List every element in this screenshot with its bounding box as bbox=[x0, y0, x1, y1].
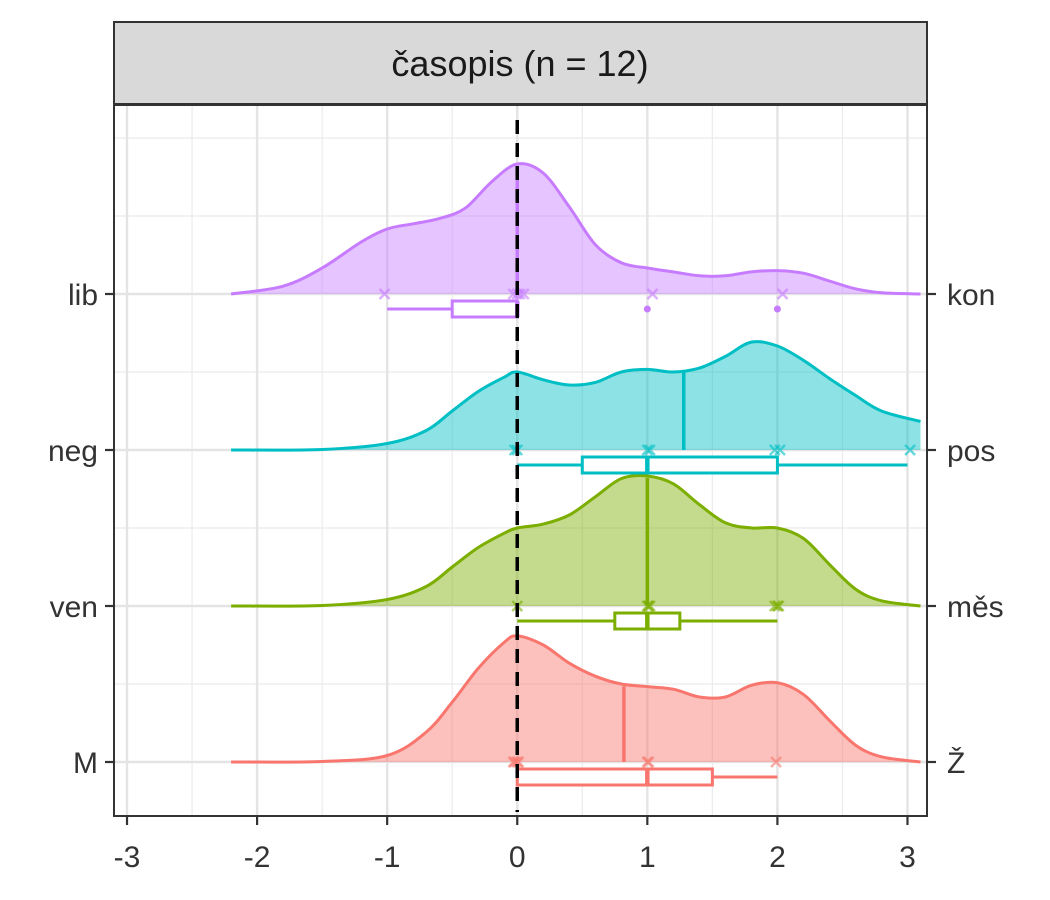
outlier-lib bbox=[773, 305, 781, 313]
density-line-ven bbox=[231, 474, 921, 608]
y-tick-label-right: kon bbox=[947, 279, 995, 312]
y-tick-label-left: lib bbox=[68, 279, 98, 312]
data-point-neg bbox=[641, 444, 654, 456]
plot-background bbox=[114, 105, 927, 816]
y-tick-label-left: ven bbox=[50, 591, 98, 624]
x-tick-label: 0 bbox=[509, 841, 526, 874]
x-tick-label: -3 bbox=[114, 841, 141, 874]
y-tick-label-left: neg bbox=[48, 435, 98, 468]
box-neg bbox=[580, 455, 779, 475]
data-point-ven bbox=[644, 600, 656, 612]
density-area-neg bbox=[231, 341, 921, 451]
series-m bbox=[231, 634, 921, 787]
box-m bbox=[515, 767, 714, 787]
y-tick-label-left: M bbox=[73, 747, 98, 780]
density-area-ven bbox=[231, 475, 921, 607]
data-point-ven bbox=[772, 600, 785, 612]
data-point-lib bbox=[646, 288, 659, 300]
data-point-m bbox=[642, 756, 655, 768]
density-area-lib bbox=[231, 163, 921, 294]
density-line-neg bbox=[231, 340, 921, 452]
box-lib bbox=[450, 299, 519, 319]
series-neg bbox=[231, 340, 921, 475]
data-point-neg bbox=[644, 444, 656, 456]
x-tick-label: 1 bbox=[639, 841, 656, 874]
density-line-m bbox=[231, 634, 921, 764]
density-line-lib bbox=[230, 162, 921, 296]
x-tick-label: 2 bbox=[769, 841, 786, 874]
panel-title: časopis (n = 12) bbox=[391, 43, 648, 84]
data-point-lib bbox=[517, 288, 530, 300]
data-point-m bbox=[770, 756, 782, 768]
outlier-lib bbox=[643, 305, 651, 313]
density-area-m bbox=[231, 635, 921, 763]
data-point-m bbox=[512, 756, 525, 768]
data-point-neg bbox=[774, 444, 786, 456]
data-point-lib bbox=[776, 288, 789, 300]
series-ven bbox=[231, 474, 921, 631]
y-tick-label-right: Ž bbox=[947, 747, 965, 780]
x-tick-label: -2 bbox=[244, 841, 271, 874]
data-point-ven bbox=[768, 600, 781, 612]
y-tick-label-right: pos bbox=[947, 435, 995, 468]
x-tick-label: 3 bbox=[899, 841, 916, 874]
y-tick-label-right: měs bbox=[947, 591, 1004, 624]
plot-border bbox=[113, 104, 928, 817]
panel-strip: časopis (n = 12) bbox=[113, 21, 928, 105]
data-point-neg bbox=[904, 444, 916, 456]
data-point-lib bbox=[378, 288, 391, 300]
series-lib bbox=[230, 162, 921, 319]
x-tick-label: -1 bbox=[374, 841, 401, 874]
series-group bbox=[230, 162, 921, 787]
